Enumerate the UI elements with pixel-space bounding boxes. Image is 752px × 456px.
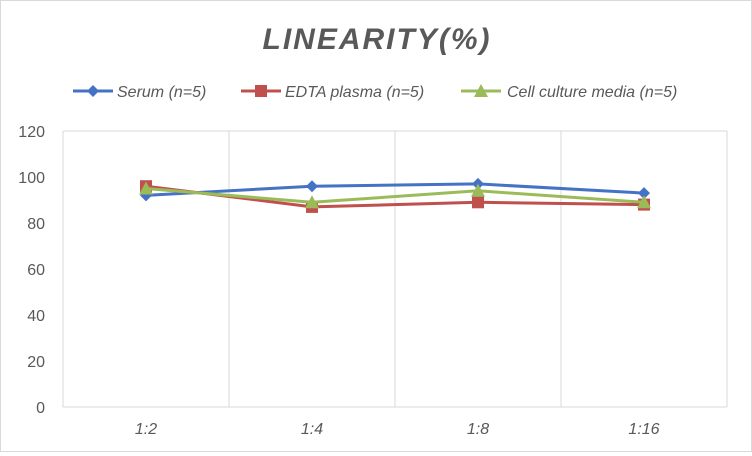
data-point-s2-0 [139,181,153,195]
chart-title: LINEARITY(%) [263,23,492,56]
y-tick-label-80: 80 [27,216,45,233]
data-point-s2-1 [305,195,319,209]
data-point-s0-1 [306,180,318,193]
legend: Serum (n=5) EDTA plasma (n=5) Cell cultu… [73,84,677,101]
series-line-2 [145,187,645,204]
legend-label-ccm: Cell culture media (n=5) [507,84,677,101]
series-line-0 [145,182,645,197]
legend-marker-edta [255,85,267,97]
legend-item-serum: Serum (n=5) [73,84,206,101]
legend-marker-serum [87,85,99,97]
legend-item-cell-culture-media: Cell culture media (n=5) [461,84,677,101]
legend-marker-ccm [474,84,488,97]
data-point-s2-2 [471,183,485,197]
y-tick-label-120: 120 [18,124,45,141]
y-tick-label-20: 20 [27,354,45,371]
data-point-s1-2 [472,196,484,209]
y-tick-label-60: 60 [27,262,45,279]
data-point-s0-3 [638,187,650,200]
y-tick-label-100: 100 [18,170,45,187]
x-tick-label-1: 1:4 [301,421,323,438]
y-tick-label-0: 0 [36,400,45,417]
legend-label-serum: Serum (n=5) [117,84,206,101]
x-tick-label-2: 1:8 [467,421,489,438]
y-tick-label-40: 40 [27,308,45,325]
legend-item-edta-plasma: EDTA plasma (n=5) [241,84,424,101]
x-tick-label-3: 1:16 [628,421,659,438]
plot-area: 0 20 40 60 80 100 120 1:2 1:4 1:8 1:16 [18,124,728,438]
data-point-s2-3 [637,195,651,209]
x-tick-label-0: 1:2 [135,421,157,438]
legend-label-edta: EDTA plasma (n=5) [285,84,424,101]
